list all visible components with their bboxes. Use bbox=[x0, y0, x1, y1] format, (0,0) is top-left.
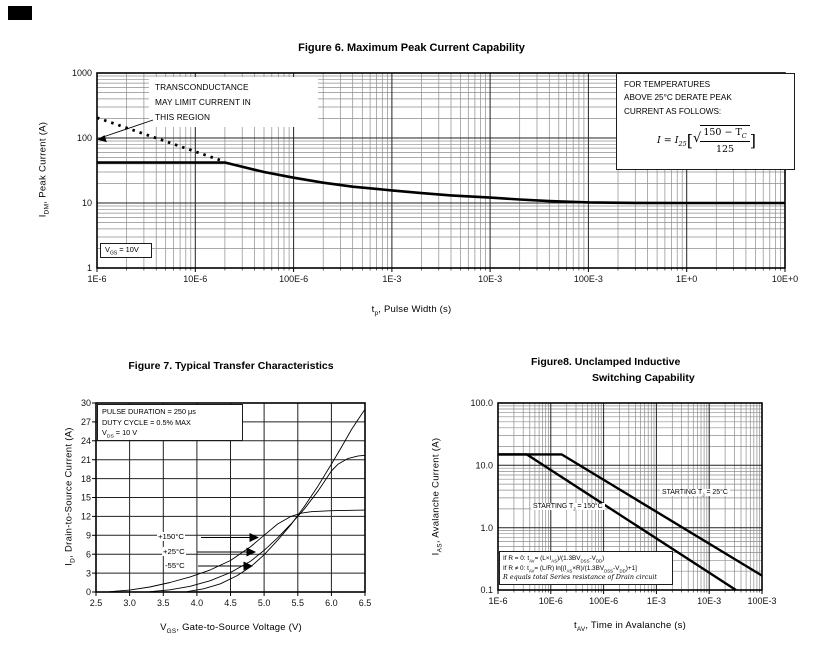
x-tick-label: 1E-6 bbox=[488, 596, 507, 606]
x-tick-label: 1E+0 bbox=[676, 274, 697, 284]
figure8-y-axis-label: IAS, Avalanche Current (A) bbox=[430, 437, 444, 556]
figure7-conditions-box: PULSE DURATION = 250 μs DUTY CYCLE = 0.5… bbox=[97, 404, 243, 441]
x-tick-label: 1E-3 bbox=[382, 274, 401, 284]
series-maximum-peak-current bbox=[97, 161, 785, 205]
y-tick-label: 12 bbox=[81, 512, 91, 522]
y-tick-label: 9 bbox=[86, 531, 91, 541]
y-tick-label: 27 bbox=[81, 417, 91, 427]
y-tick-label: 18 bbox=[81, 474, 91, 484]
x-tick-label: 5.5 bbox=[292, 598, 305, 608]
formula-numerator: 150 − T bbox=[703, 127, 742, 139]
x-tick-label: 1E-6 bbox=[87, 274, 106, 284]
series-+25°C bbox=[149, 454, 366, 593]
figure6-y-axis-label: IDM, Peak Current (A) bbox=[37, 121, 51, 218]
curve-label-25C: +25°C bbox=[162, 547, 186, 556]
corner-mark bbox=[8, 6, 32, 20]
x-tick-label: 10E+0 bbox=[772, 274, 798, 284]
x-tick-label: 4.0 bbox=[191, 598, 204, 608]
x-tick-label: 100E-3 bbox=[747, 596, 776, 606]
y-tick-label: 1 bbox=[87, 263, 92, 273]
figure7-title: Figure 7. Typical Transfer Characteristi… bbox=[128, 360, 334, 372]
x-tick-label: 2.5 bbox=[90, 598, 103, 608]
figure6-transconductance-note: TRANSCONDUCTANCE MAY LIMIT CURRENT IN TH… bbox=[149, 77, 318, 127]
figure8-formula-box: If R = 0: tAV= (L×IAS)/(1.3BVDSS-VDD) If… bbox=[499, 551, 673, 585]
x-tick-label: 6.5 bbox=[359, 598, 372, 608]
figure8-x-axis-label: tAV, Time in Avalanche (s) bbox=[574, 620, 686, 633]
derate-formula: I = I25[√ 150 − TC 125] bbox=[657, 125, 756, 155]
figure6-plot: 1E-6 10E-6 100E-6 1E-3 10E-3 100E-3 1E+0 10E+0 1… bbox=[72, 68, 798, 284]
series-starting-tj-150C bbox=[498, 453, 737, 592]
derate-line: FOR TEMPERATURES bbox=[624, 80, 711, 89]
y-tick-label: 10 bbox=[82, 198, 92, 208]
x-tick-label: 1E-3 bbox=[647, 596, 666, 606]
curve-label-150C: +150°C bbox=[157, 532, 185, 541]
condition-line: VDS = 10 V bbox=[102, 428, 138, 440]
note-line: TRANSCONDUCTANCE bbox=[155, 82, 249, 92]
figure6-derate-box: FOR TEMPERATURES ABOVE 25°C DERATE PEAK … bbox=[616, 73, 795, 170]
x-tick-label: 4.5 bbox=[224, 598, 237, 608]
x-tick-label: 3.5 bbox=[157, 598, 170, 608]
y-tick-label: 1000 bbox=[72, 68, 92, 78]
x-tick-label: 100E-6 bbox=[279, 274, 308, 284]
x-tick-label: 10E-6 bbox=[183, 274, 207, 284]
x-tick-label: 100E-6 bbox=[589, 596, 618, 606]
plot-border bbox=[96, 72, 786, 269]
x-tick-label: 100E-3 bbox=[574, 274, 603, 284]
figure7-y-axis-label: ID, Drain-to-Source Current (A) bbox=[63, 427, 77, 566]
series--55°C bbox=[186, 409, 366, 593]
y-tick-label: 24 bbox=[81, 436, 91, 446]
note-line: THIS REGION bbox=[155, 112, 211, 123]
note-line: MAY LIMIT CURRENT IN bbox=[155, 97, 251, 108]
figure8-title-line2: Switching Capability bbox=[592, 372, 695, 384]
x-tick-label: 6.0 bbox=[325, 598, 338, 608]
x-tick-label: 10E-3 bbox=[478, 274, 502, 284]
plot-border bbox=[95, 402, 366, 593]
formula-denominator: 125 bbox=[715, 143, 735, 155]
condition-line: DUTY CYCLE = 0.5% MAX bbox=[102, 417, 191, 427]
curve-label-minus55C: -55°C bbox=[164, 561, 186, 570]
plot-border bbox=[497, 402, 763, 591]
formula-line: If R ≠ 0: tAV= (L/R) ln[(IAS×R)/(1.3BVDS… bbox=[503, 564, 637, 573]
y-tick-label: 0 bbox=[86, 587, 91, 597]
condition-line: PULSE DURATION = 250 μs bbox=[102, 407, 196, 416]
x-tick-label: 3.0 bbox=[123, 598, 136, 608]
x-tick-label: 10E-3 bbox=[697, 596, 721, 606]
series-+150°C bbox=[109, 509, 366, 593]
x-tick-label: 10E-6 bbox=[539, 596, 563, 606]
y-tick-label: 10.0 bbox=[475, 461, 493, 471]
figure6-title: Figure 6. Maximum Peak Current Capabilit… bbox=[298, 42, 525, 54]
y-tick-label: 21 bbox=[81, 455, 91, 465]
y-tick-label: 6 bbox=[86, 549, 91, 559]
figure8-label-starting-25C: STARTING TJ = 25°C bbox=[660, 489, 730, 498]
y-tick-label: 0.1 bbox=[480, 585, 493, 595]
y-tick-label: 1.0 bbox=[480, 523, 493, 533]
y-tick-label: 100 bbox=[77, 133, 92, 143]
y-tick-label: 3 bbox=[86, 568, 91, 578]
derate-line: CURRENT AS FOLLOWS: bbox=[624, 106, 722, 116]
formula-line: R equals total Series resistance of Drai… bbox=[503, 573, 657, 582]
figure8-label-starting-150C: STARTING TJ = 150°C bbox=[531, 503, 605, 512]
formula-line: If R = 0: tAV= (L×IAS)/(1.3BVDSS-VDD) bbox=[503, 555, 605, 564]
x-tick-label: 5.0 bbox=[258, 598, 271, 608]
y-tick-label: 100.0 bbox=[470, 398, 493, 408]
figure8-plot: 1E-6 10E-6 100E-6 1E-3 10E-3 100E-3 0.1 1.0 10.0… bbox=[470, 398, 776, 606]
y-tick-label: 30 bbox=[81, 398, 91, 408]
figure8-title-line1: Figure8. Unclamped Inductive bbox=[531, 356, 681, 368]
figure6-vgs-condition: VGS = 10V bbox=[100, 243, 152, 258]
figure6-x-axis-label: tp, Pulse Width (s) bbox=[371, 304, 452, 317]
derate-line: ABOVE 25°C DERATE PEAK bbox=[624, 93, 732, 103]
figure7-x-axis-label: VGS, Gate-to-Source Voltage (V) bbox=[160, 622, 302, 635]
y-tick-label: 15 bbox=[81, 493, 91, 503]
